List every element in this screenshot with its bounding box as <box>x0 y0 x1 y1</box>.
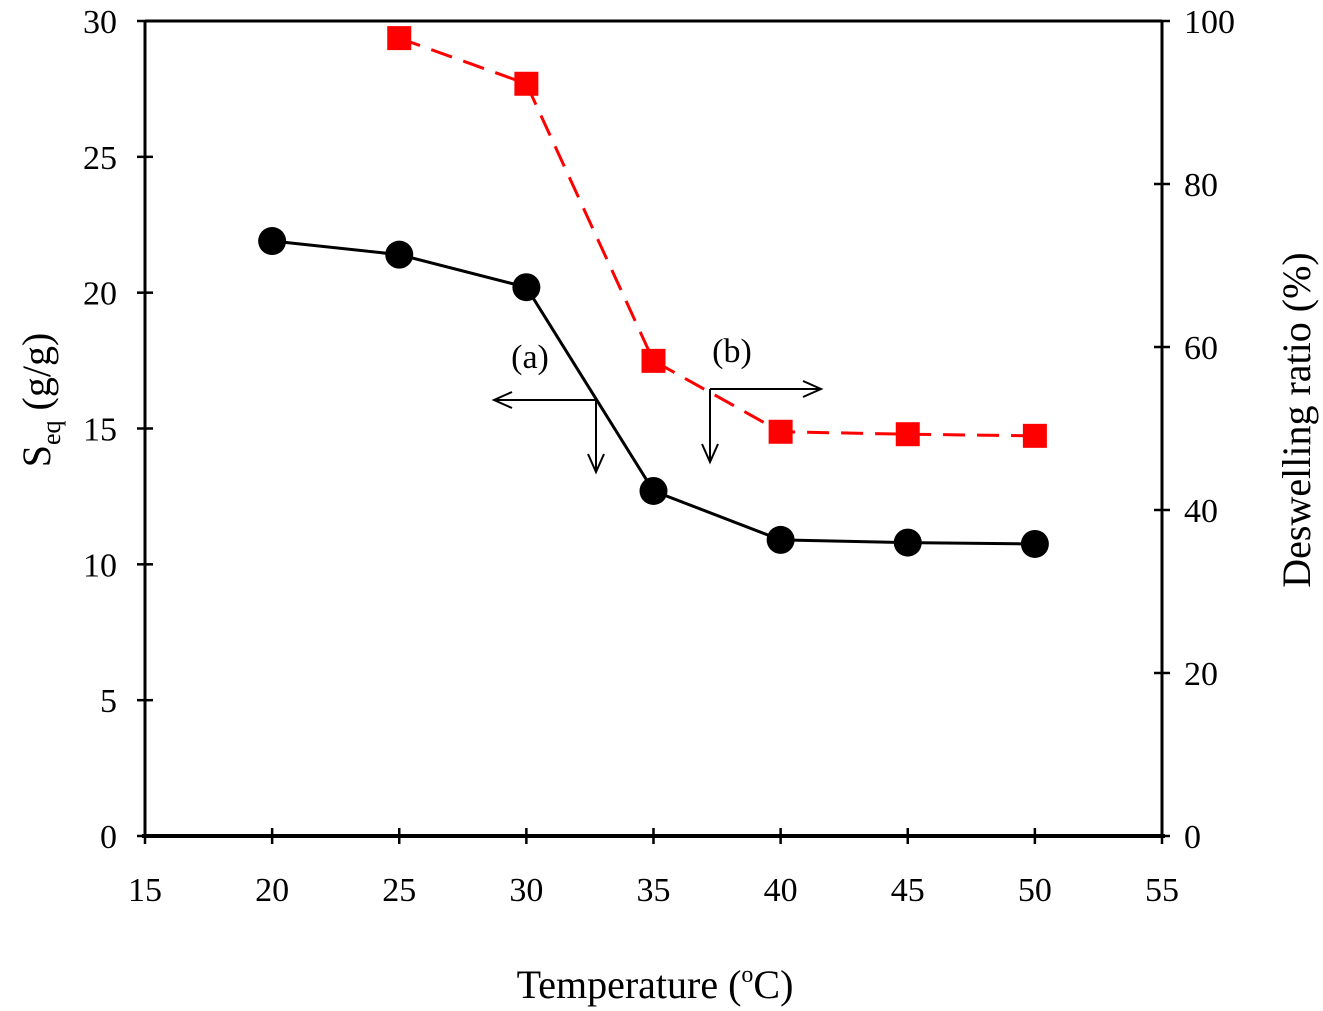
data-point-seq <box>385 240 414 269</box>
x-axis-title: Temperature (oC) <box>517 962 794 1007</box>
y2-tick-label: 0 <box>1184 819 1201 856</box>
data-point-deswelling <box>1022 423 1047 448</box>
series-line-deswelling <box>398 36 1035 438</box>
x-tick-label: 20 <box>255 872 289 909</box>
data-point-deswelling <box>895 422 920 447</box>
y2-tick-label: 40 <box>1184 493 1218 530</box>
annotation-a-label: (a) <box>511 339 549 376</box>
x-tick-label: 25 <box>382 872 416 909</box>
y2-tick-label: 60 <box>1184 330 1218 367</box>
y-tick-label: 0 <box>100 819 117 856</box>
data-point-deswelling <box>768 419 793 444</box>
annotations: (a) (b) <box>491 333 824 475</box>
y2-tick-label: 80 <box>1184 167 1218 204</box>
y2-tick-label: 100 <box>1184 4 1235 41</box>
y-axis-title: Seq (g/g) <box>14 333 66 468</box>
ticks: 15 20 25 30 35 40 45 50 550510152025300204060801… <box>83 4 1235 909</box>
arrow-head <box>491 391 513 409</box>
y-tick-label: 5 <box>100 683 117 720</box>
data-point-seq <box>512 273 541 302</box>
data-point-seq <box>1020 529 1049 558</box>
data-point-seq <box>893 528 922 557</box>
y-tick-label: 20 <box>83 276 117 313</box>
x-tick-label: 30 <box>509 872 543 909</box>
annotation-a: (a) <box>491 339 605 475</box>
arrow-head <box>701 443 719 465</box>
data-point-seq <box>766 525 795 554</box>
y2-tick-label: 20 <box>1184 656 1218 693</box>
arrow-head <box>587 453 605 475</box>
x-tick-label: 50 <box>1018 872 1052 909</box>
x-tick-label: 40 <box>764 872 798 909</box>
annotation-b: (b) <box>701 333 824 465</box>
annotation-b-label: (b) <box>712 333 752 370</box>
y-tick-label: 30 <box>83 4 117 41</box>
data-point-deswelling <box>641 348 666 373</box>
x-tick-label: 15 <box>128 872 162 909</box>
x-tick-label: 35 <box>637 872 671 909</box>
arrow-head <box>802 380 824 398</box>
y-tick-label: 10 <box>83 547 117 584</box>
data-point-deswelling <box>387 26 412 51</box>
data-point-seq <box>639 476 668 505</box>
x-tick-label: 45 <box>891 872 925 909</box>
y2-axis-title: Deswelling ratio (%) <box>1274 252 1319 587</box>
data-point-seq <box>258 227 287 256</box>
y-tick-label: 25 <box>83 140 117 177</box>
y-tick-label: 15 <box>83 412 117 449</box>
data-point-deswelling <box>514 71 539 96</box>
series-layer <box>258 26 1049 558</box>
x-tick-label: 55 <box>1145 872 1179 909</box>
axes <box>142 19 1165 838</box>
